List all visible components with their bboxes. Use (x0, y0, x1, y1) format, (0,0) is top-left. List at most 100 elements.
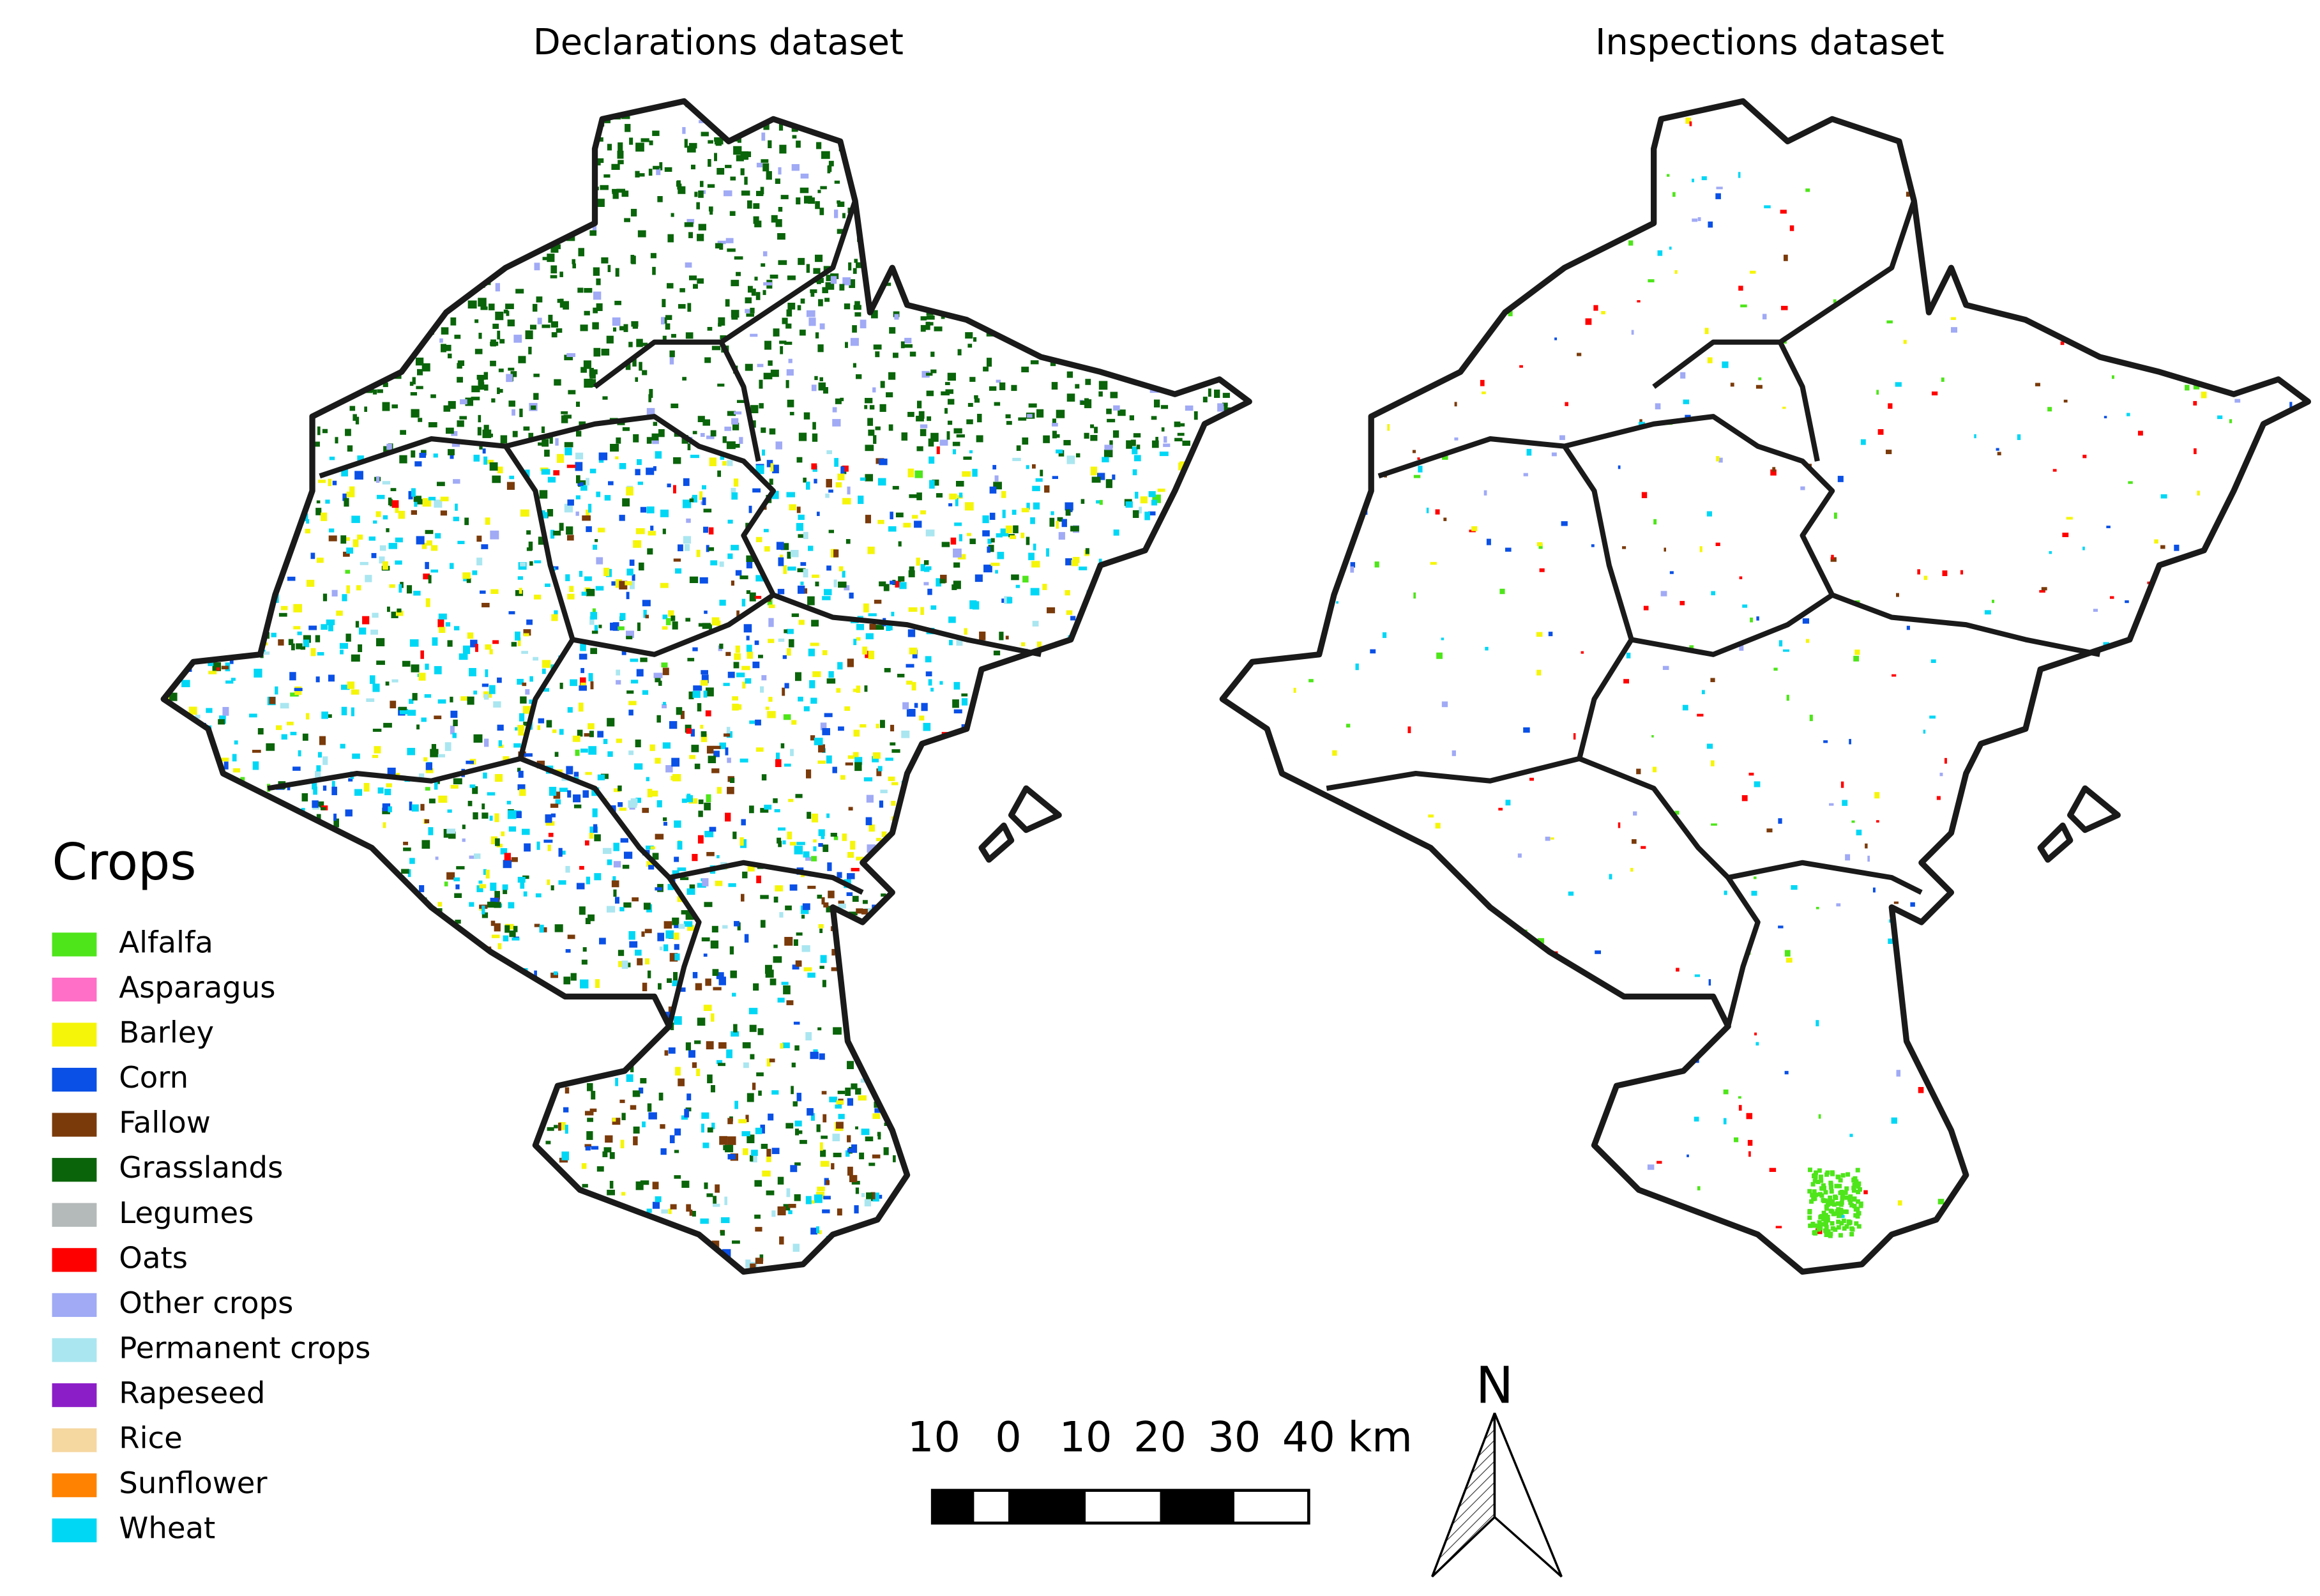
parcel (1225, 909, 1229, 916)
parcel (1092, 624, 1096, 630)
parcel (1036, 641, 1042, 648)
parcel (589, 230, 597, 236)
parcel (477, 427, 481, 436)
parcel (1126, 734, 1135, 738)
parcel (410, 391, 418, 396)
parcel (504, 998, 512, 1005)
parcel (1084, 432, 1089, 439)
parcel (1222, 938, 1230, 947)
parcel (1237, 730, 1247, 738)
parcel (501, 1090, 506, 1098)
parcel (709, 457, 717, 466)
parcel (1079, 858, 1084, 867)
parcel (561, 411, 568, 414)
parcel (592, 808, 598, 817)
parcel (1125, 722, 1130, 731)
parcel (403, 1040, 410, 1047)
parcel (784, 683, 789, 688)
parcel (490, 897, 499, 906)
parcel (197, 270, 202, 279)
parcel (990, 563, 1000, 566)
parcel (1077, 883, 1082, 888)
parcel (1099, 1199, 1103, 1209)
parcel (1101, 1183, 1106, 1187)
parcel (542, 439, 549, 447)
parcel (250, 816, 259, 821)
parcel (848, 262, 852, 271)
parcel (444, 286, 452, 295)
parcel (668, 1047, 676, 1054)
parcel (266, 416, 271, 424)
parcel (292, 999, 301, 1007)
parcel (948, 616, 956, 623)
parcel (1165, 374, 1169, 382)
parcel (382, 205, 389, 213)
parcel (936, 217, 945, 222)
parcel (538, 1101, 548, 1106)
parcel (691, 745, 699, 752)
parcel (1115, 291, 1123, 300)
parcel (1128, 984, 1135, 989)
parcel (1002, 510, 1006, 519)
parcel (1020, 533, 1025, 538)
parcel (690, 164, 695, 170)
parcel (851, 1083, 858, 1090)
parcel (230, 1100, 236, 1105)
parcel (233, 628, 240, 632)
parcel (906, 913, 913, 918)
parcel (1145, 132, 1149, 138)
parcel (1154, 228, 1161, 234)
parcel (729, 946, 734, 955)
parcel (556, 1190, 561, 1194)
parcel (1123, 753, 1130, 760)
parcel (578, 141, 587, 146)
parcel (1042, 669, 1051, 676)
parcel (398, 111, 402, 117)
parcel (1065, 1154, 1071, 1158)
parcel (819, 323, 825, 330)
parcel (925, 995, 935, 1005)
parcel (1054, 310, 1059, 314)
parcel (1089, 1142, 1097, 1148)
parcel (582, 790, 589, 798)
parcel (570, 1026, 578, 1035)
parcel (929, 978, 939, 988)
parcel (923, 266, 932, 274)
parcel (260, 915, 269, 920)
parcel (507, 810, 517, 819)
parcel (932, 479, 939, 486)
parcel (523, 137, 533, 142)
parcel (916, 446, 923, 452)
parcel (478, 248, 486, 254)
parcel (469, 186, 476, 192)
parcel (436, 1097, 442, 1104)
parcel (880, 789, 888, 794)
parcel (921, 987, 926, 991)
parcel (1026, 536, 1030, 545)
parcel (962, 471, 971, 477)
parcel (207, 227, 213, 235)
parcel (854, 762, 862, 771)
parcel (1094, 788, 1102, 792)
parcel (839, 1241, 844, 1247)
parcel (221, 618, 227, 623)
parcel (1096, 500, 1100, 504)
parcel (228, 625, 236, 634)
parcel (258, 385, 266, 390)
parcel (775, 178, 780, 184)
parcel (285, 1119, 292, 1125)
parcel (669, 721, 678, 729)
parcel (1164, 957, 1172, 962)
parcel (1218, 637, 1225, 644)
parcel (768, 604, 775, 609)
parcel (1075, 453, 1080, 458)
parcel (316, 1008, 325, 1014)
parcel (1016, 445, 1021, 451)
parcel (497, 1259, 501, 1266)
parcel (834, 458, 839, 467)
parcel (957, 1149, 967, 1155)
parcel (755, 292, 761, 300)
parcel (276, 197, 280, 201)
parcel (1173, 226, 1179, 231)
parcel (1065, 1234, 1073, 1238)
